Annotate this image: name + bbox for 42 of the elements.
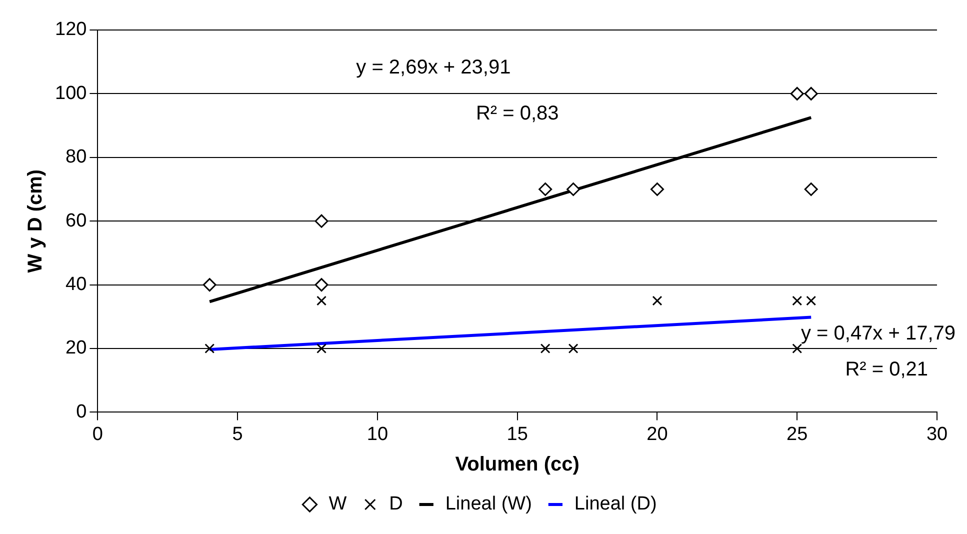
x-tick-label: 25: [786, 424, 808, 445]
x-tick-label: 10: [366, 424, 388, 445]
legend-label: Lineal (D): [574, 494, 657, 515]
y-axis-title: W y D (cm): [24, 169, 47, 273]
point: [790, 86, 804, 100]
point: [204, 344, 215, 354]
x-axis-title: Volumen (cc): [455, 454, 580, 476]
point: [792, 296, 802, 306]
x-tick-label: 30: [926, 424, 948, 445]
legend-label: W: [328, 494, 347, 515]
point: [566, 182, 580, 196]
y-tick-label: 100: [55, 82, 87, 104]
y-tick-label: 80: [66, 146, 87, 168]
annotation: R² = 0,21: [845, 358, 928, 381]
annotation: y = 0,47x + 17,79: [800, 322, 956, 344]
point: [792, 344, 802, 354]
point: [316, 344, 327, 354]
annotation: y = 2,69x + 23,91: [356, 56, 511, 79]
point: [804, 182, 818, 196]
point: [806, 296, 816, 306]
y-tick-label: 120: [55, 19, 87, 40]
point: [202, 278, 216, 292]
legend-label: Lineal (W): [445, 494, 532, 515]
x-tick-label: 20: [646, 424, 668, 445]
point: [568, 344, 578, 354]
point: [314, 278, 328, 292]
legend-label: D: [389, 494, 403, 515]
annotation: R² = 0,83: [476, 102, 559, 125]
point: [652, 296, 662, 306]
x-tick-label: 0: [92, 424, 103, 445]
point: [316, 296, 327, 306]
y-tick-label: 60: [66, 210, 87, 232]
point: [804, 86, 818, 100]
y-tick-label: 20: [66, 338, 87, 359]
y-tick-label: 40: [66, 274, 87, 296]
point: [650, 182, 664, 196]
point: [538, 182, 552, 196]
x-tick-label: 15: [506, 424, 528, 445]
x-tick-label: 5: [232, 424, 243, 445]
point: [314, 214, 328, 228]
y-tick-label: 0: [76, 401, 87, 422]
point: [540, 344, 550, 354]
